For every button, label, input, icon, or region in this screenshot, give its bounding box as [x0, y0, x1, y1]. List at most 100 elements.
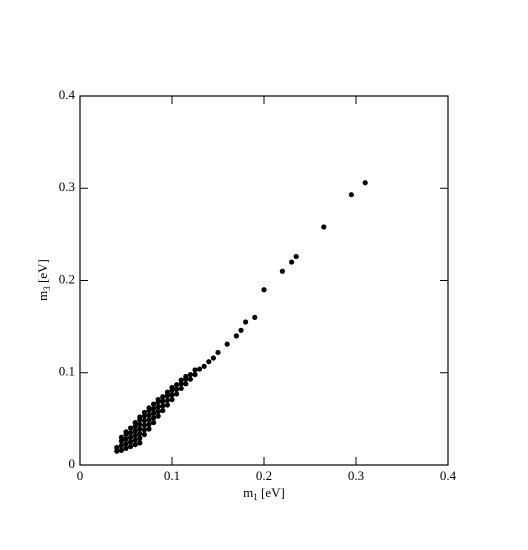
- point: [261, 287, 267, 293]
- point: [178, 381, 184, 387]
- point: [132, 437, 138, 443]
- point: [123, 429, 129, 435]
- point: [252, 314, 258, 320]
- point: [206, 359, 212, 365]
- point: [178, 385, 184, 392]
- x-label-unit: [eV]: [258, 485, 285, 500]
- point: [118, 434, 124, 440]
- x-tick-label: 0.2: [256, 468, 272, 483]
- point: [155, 396, 161, 403]
- point: [146, 417, 152, 423]
- point: [321, 224, 327, 230]
- point: [132, 442, 138, 448]
- point: [118, 443, 124, 449]
- point: [178, 377, 184, 383]
- point: [238, 327, 244, 333]
- point: [169, 384, 175, 391]
- point: [146, 412, 152, 418]
- point: [192, 367, 198, 373]
- point: [137, 421, 143, 428]
- point: [187, 376, 193, 382]
- x-tick-label: 0.1: [164, 468, 180, 483]
- point: [192, 371, 198, 378]
- y-tick-label: 0: [69, 456, 76, 471]
- x-tick-label: 0: [77, 468, 84, 483]
- x-label-sub: 1: [253, 492, 258, 502]
- point: [362, 180, 368, 186]
- point: [164, 389, 170, 395]
- point: [141, 422, 147, 428]
- point: [128, 430, 134, 436]
- point: [141, 418, 147, 424]
- point: [137, 426, 143, 432]
- point: [233, 333, 239, 339]
- point: [151, 415, 157, 421]
- point: [114, 444, 120, 451]
- point: [123, 441, 129, 447]
- plot-frame: [79, 95, 449, 466]
- point: [137, 431, 143, 437]
- point: [174, 391, 180, 397]
- point: [118, 447, 124, 453]
- point: [243, 319, 249, 325]
- point: [160, 403, 166, 409]
- point: [155, 413, 161, 419]
- point: [137, 440, 143, 446]
- point: [137, 414, 143, 420]
- point: [146, 426, 152, 432]
- x-axis-label: m1 [eV]: [243, 485, 285, 502]
- point: [174, 386, 180, 392]
- point: [132, 428, 138, 434]
- point: [279, 268, 285, 274]
- point: [123, 445, 129, 451]
- point: [128, 443, 134, 450]
- x-label-base: m: [243, 485, 253, 500]
- point: [132, 423, 138, 429]
- point: [132, 432, 138, 439]
- y-axis-label: m3 [eV]: [35, 259, 52, 301]
- point: [160, 394, 166, 400]
- point: [118, 438, 124, 444]
- point: [155, 408, 161, 415]
- point: [151, 406, 157, 412]
- y-tick-label: 0.1: [59, 364, 75, 379]
- point: [183, 373, 189, 380]
- point: [164, 402, 170, 408]
- point: [224, 341, 230, 347]
- point: [137, 435, 143, 441]
- y-label-unit: [eV]: [35, 259, 50, 286]
- point: [114, 448, 120, 454]
- y-label-base: m: [35, 291, 50, 301]
- x-tick-label: 0.4: [440, 468, 457, 483]
- point: [293, 253, 299, 260]
- point: [210, 355, 216, 361]
- point: [169, 392, 175, 398]
- point: [215, 349, 221, 356]
- point: [123, 436, 129, 442]
- point: [197, 366, 203, 372]
- point: [348, 192, 354, 198]
- point: [146, 405, 152, 411]
- y-tick-label: 0.3: [59, 179, 75, 194]
- point: [164, 397, 170, 404]
- point: [151, 410, 157, 416]
- point: [146, 421, 152, 428]
- point: [169, 396, 175, 403]
- point: [128, 434, 134, 440]
- y-label-sub: 3: [42, 286, 52, 291]
- point: [151, 401, 157, 407]
- point: [160, 407, 166, 414]
- point: [132, 419, 138, 426]
- point: [128, 439, 134, 445]
- point: [201, 363, 207, 369]
- point: [141, 413, 147, 419]
- point: [174, 382, 180, 388]
- point: [289, 259, 295, 265]
- point: [141, 427, 147, 433]
- point: [155, 404, 161, 410]
- x-tick-label: 0.3: [348, 468, 364, 483]
- point: [164, 393, 170, 399]
- y-tick-label: 0.4: [59, 87, 76, 102]
